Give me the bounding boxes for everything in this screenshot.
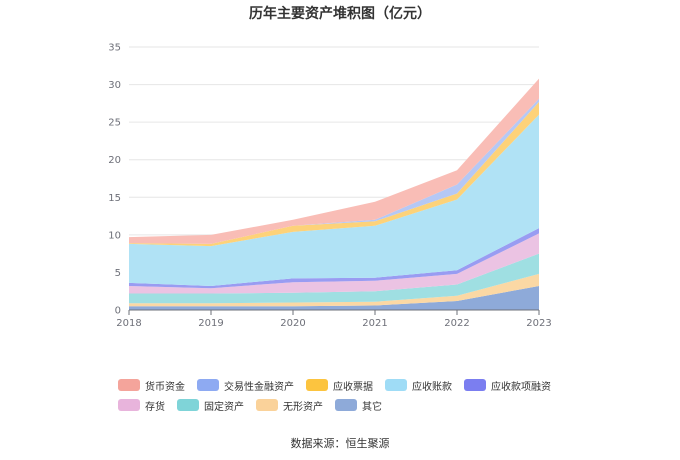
data-source-note: 数据来源：恒生聚源	[290, 437, 390, 450]
area-存货	[129, 233, 539, 294]
legend-item[interactable]: 其它	[335, 398, 382, 413]
legend-label: 应收款项融资	[491, 381, 551, 393]
legend-label: 存货	[145, 401, 165, 413]
x-tick-label: 2019	[198, 318, 223, 329]
legend-item[interactable]: 应收款项融资	[464, 378, 551, 393]
y-tick-label: 25	[108, 118, 121, 129]
area-固定资产	[129, 253, 539, 304]
y-tick-label: 10	[108, 230, 121, 241]
legend-swatch	[256, 399, 278, 411]
legend-swatch	[118, 399, 140, 411]
legend-label: 货币资金	[145, 381, 185, 393]
chart-title: 历年主要资产堆积图（亿元）	[249, 6, 431, 22]
legend-item[interactable]: 应收账款	[385, 378, 452, 393]
legend-swatch	[306, 379, 328, 391]
legend-item[interactable]: 固定资产	[177, 398, 244, 413]
area-应收款项融资	[129, 228, 539, 289]
x-tick-label: 2021	[362, 318, 387, 329]
area-应收账款	[129, 114, 539, 286]
legend-label: 其它	[362, 401, 382, 413]
legend-label: 应收票据	[333, 381, 373, 393]
legend-item[interactable]: 存货	[118, 398, 165, 413]
legend-label: 固定资产	[204, 401, 244, 413]
area-其它	[129, 286, 539, 310]
y-tick-label: 35	[108, 43, 121, 54]
y-tick-label: 15	[108, 193, 121, 204]
legend-label: 无形资产	[283, 401, 323, 413]
legend-swatch	[335, 399, 357, 411]
legend-item[interactable]: 货币资金	[118, 378, 185, 393]
x-tick-label: 2018	[116, 318, 141, 329]
legend: 货币资金 交易性金融资产 应收票据 应收账款 应收款项融资存货 固定资产 无形资产 其它	[118, 378, 588, 413]
x-tick-label: 2022	[444, 318, 469, 329]
area-无形资产	[129, 273, 539, 307]
legend-item[interactable]: 无形资产	[256, 398, 323, 413]
y-tick-label: 30	[108, 80, 121, 91]
legend-label: 交易性金融资产	[224, 381, 294, 393]
legend-swatch	[197, 379, 219, 391]
legend-swatch	[177, 399, 199, 411]
legend-item[interactable]: 交易性金融资产	[197, 378, 294, 393]
x-tick-label: 2020	[280, 318, 305, 329]
legend-swatch	[385, 379, 407, 391]
legend-swatch	[118, 379, 140, 391]
legend-swatch	[464, 379, 486, 391]
y-tick-label: 0	[115, 306, 121, 317]
x-tick-label: 2023	[526, 318, 551, 329]
legend-item[interactable]: 应收票据	[306, 378, 373, 393]
area-货币资金	[129, 78, 539, 244]
y-tick-label: 5	[115, 268, 121, 279]
y-tick-label: 20	[108, 155, 121, 166]
legend-label: 应收账款	[412, 381, 452, 393]
